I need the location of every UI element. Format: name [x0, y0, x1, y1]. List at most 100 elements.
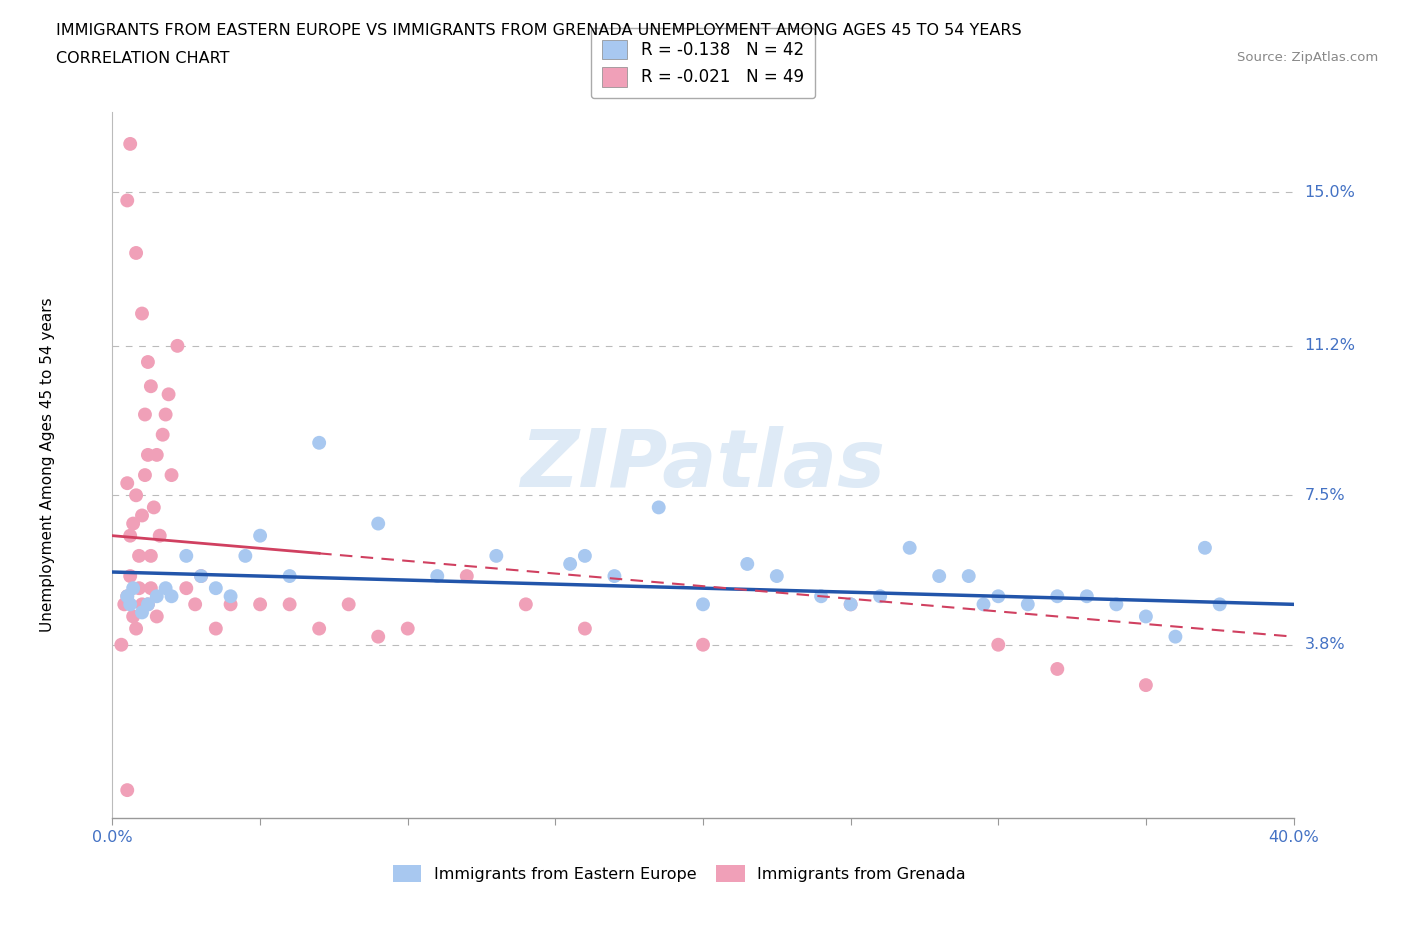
Point	[157, 387, 180, 402]
Point	[692, 597, 714, 612]
Point	[166, 339, 188, 353]
Text: 7.5%: 7.5%	[1305, 488, 1346, 503]
Point	[160, 589, 183, 604]
Point	[174, 580, 197, 595]
Point	[120, 597, 142, 612]
Point	[190, 568, 212, 583]
Point	[957, 568, 980, 583]
Point	[134, 468, 156, 483]
Text: Unemployment Among Ages 45 to 54 years: Unemployment Among Ages 45 to 54 years	[39, 298, 55, 632]
Point	[1135, 609, 1157, 624]
Point	[136, 597, 159, 612]
Point	[117, 589, 138, 604]
Point	[117, 783, 138, 798]
Point	[146, 447, 169, 462]
Point	[278, 597, 301, 612]
Point	[973, 597, 995, 612]
Point	[160, 468, 183, 483]
Point	[131, 306, 153, 321]
Point	[869, 589, 891, 604]
Text: ZIPatlas: ZIPatlas	[520, 426, 886, 504]
Point	[1076, 589, 1098, 604]
Text: IMMIGRANTS FROM EASTERN EUROPE VS IMMIGRANTS FROM GRENADA UNEMPLOYMENT AMONG AGE: IMMIGRANTS FROM EASTERN EUROPE VS IMMIGR…	[56, 23, 1022, 38]
Point	[426, 568, 449, 583]
Point	[146, 589, 169, 604]
Point	[117, 193, 138, 208]
Point	[1208, 597, 1232, 612]
Point	[139, 580, 162, 595]
Point	[456, 568, 478, 583]
Point	[190, 568, 212, 583]
Point	[987, 637, 1010, 652]
Point	[125, 621, 148, 636]
Point	[142, 500, 165, 515]
Point	[134, 407, 156, 422]
Point	[367, 516, 389, 531]
Point	[219, 589, 242, 604]
Point	[125, 246, 148, 260]
Point	[139, 379, 162, 393]
Point	[120, 568, 142, 583]
Point	[1194, 540, 1216, 555]
Point	[136, 447, 159, 462]
Point	[558, 556, 582, 571]
Point	[308, 435, 330, 450]
Legend: Immigrants from Eastern Europe, Immigrants from Grenada: Immigrants from Eastern Europe, Immigran…	[387, 858, 973, 888]
Point	[839, 597, 862, 612]
Point	[120, 528, 142, 543]
Point	[120, 137, 142, 152]
Point	[898, 540, 921, 555]
Point	[125, 488, 148, 503]
Point	[574, 621, 596, 636]
Text: Source: ZipAtlas.com: Source: ZipAtlas.com	[1237, 51, 1378, 64]
Point	[122, 580, 145, 595]
Point	[110, 637, 132, 652]
Point	[136, 597, 159, 612]
Point	[122, 609, 145, 624]
Point	[308, 621, 330, 636]
Point	[128, 580, 150, 595]
Point	[149, 528, 172, 543]
Point	[131, 605, 153, 620]
Point	[117, 589, 138, 604]
Point	[249, 597, 271, 612]
Point	[152, 427, 174, 442]
Point	[1046, 589, 1069, 604]
Point	[1164, 630, 1187, 644]
Point	[1017, 597, 1039, 612]
Point	[692, 637, 714, 652]
Point	[337, 597, 360, 612]
Point	[1046, 661, 1069, 676]
Text: 11.2%: 11.2%	[1305, 339, 1355, 353]
Point	[928, 568, 950, 583]
Point	[122, 516, 145, 531]
Point	[205, 580, 228, 595]
Point	[174, 549, 197, 564]
Point	[155, 407, 177, 422]
Point	[117, 476, 138, 491]
Text: 3.8%: 3.8%	[1305, 637, 1346, 652]
Text: CORRELATION CHART: CORRELATION CHART	[56, 51, 229, 66]
Point	[131, 597, 153, 612]
Point	[219, 597, 242, 612]
Point	[1135, 678, 1157, 693]
Point	[647, 500, 671, 515]
Point	[136, 354, 159, 369]
Point	[233, 549, 256, 564]
Point	[737, 556, 759, 571]
Point	[367, 630, 389, 644]
Point	[515, 597, 537, 612]
Point	[839, 597, 862, 612]
Point	[112, 597, 135, 612]
Point	[987, 589, 1010, 604]
Point	[139, 549, 162, 564]
Point	[131, 508, 153, 523]
Point	[603, 568, 626, 583]
Point	[249, 528, 271, 543]
Point	[574, 549, 596, 564]
Point	[205, 621, 228, 636]
Point	[155, 580, 177, 595]
Point	[766, 568, 789, 583]
Point	[485, 549, 508, 564]
Point	[128, 549, 150, 564]
